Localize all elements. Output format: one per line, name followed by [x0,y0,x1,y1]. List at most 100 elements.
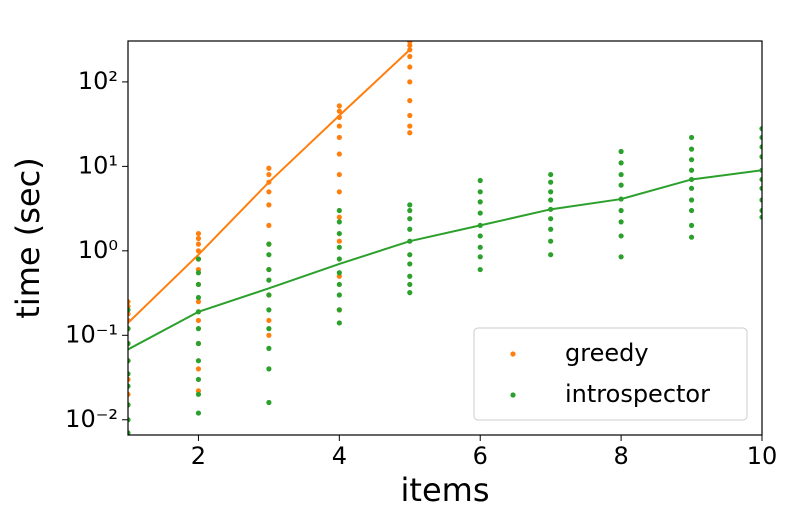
point [618,196,624,202]
point [477,233,483,239]
point [266,165,272,171]
point [336,230,342,237]
point [477,189,483,195]
point [195,340,202,347]
point [759,197,762,203]
point [688,134,695,141]
point [128,430,131,435]
point [266,317,272,324]
point [407,112,413,119]
point [618,219,624,225]
x-axis-label: items [401,471,490,509]
point [477,222,483,229]
point [759,185,762,191]
point [407,53,413,60]
point [128,358,131,364]
point [266,252,272,258]
point [759,207,762,214]
point [266,345,272,351]
point [336,214,342,220]
point [407,281,413,288]
point [336,108,342,114]
y-tick-label: 10¹ [78,151,118,179]
point [618,171,624,178]
point [477,244,483,250]
legend: greedy introspector [473,327,748,421]
point [336,189,342,195]
point [128,417,131,423]
point [195,294,202,301]
legend-marker [510,351,516,357]
point [195,326,202,332]
legend-label: greedy [565,339,649,367]
point [195,309,202,315]
point [407,47,413,53]
point [336,123,342,129]
point [266,399,272,406]
point [128,371,131,377]
point [266,179,272,185]
point [128,402,131,408]
point [688,167,695,173]
point [195,366,202,372]
point [336,238,342,244]
point [759,134,762,141]
point [548,252,554,258]
point [407,79,413,85]
point [618,182,624,188]
point [195,376,202,383]
point [128,391,131,397]
point [266,171,272,178]
point [128,307,131,313]
point [195,358,202,364]
point [548,197,554,203]
point [336,151,342,157]
point [336,219,342,225]
legend-marker [510,392,516,398]
point [266,189,272,195]
point [195,391,202,397]
y-axis-label: time (sec) [9,157,47,318]
point [336,281,342,288]
point [548,238,554,244]
point [759,176,762,183]
point [407,42,413,49]
point [407,123,413,129]
point [128,376,131,383]
point [128,299,131,305]
point [477,266,483,273]
point [759,214,762,220]
point [266,202,272,208]
point [195,281,202,288]
point [759,144,762,150]
point [336,171,342,178]
point [548,226,554,232]
point [336,207,342,214]
point [688,146,695,152]
point [407,202,413,208]
point [759,154,762,160]
point [128,340,131,347]
legend-box [473,327,748,421]
point [336,114,342,120]
point [336,256,342,262]
point [407,252,413,258]
point [195,235,202,242]
point [618,160,624,166]
point [688,207,695,214]
point [266,292,272,298]
point [266,307,272,313]
point [195,256,202,262]
point [407,98,413,104]
point [407,261,413,267]
legend-label: introspector [565,380,710,408]
point [688,185,695,191]
point [548,206,554,212]
point [688,234,695,240]
y-tick-label: 10⁰ [78,236,118,264]
point [688,157,695,163]
x-tick-label: 4 [332,442,347,470]
point [128,311,131,317]
point [266,241,272,247]
point [407,64,413,70]
